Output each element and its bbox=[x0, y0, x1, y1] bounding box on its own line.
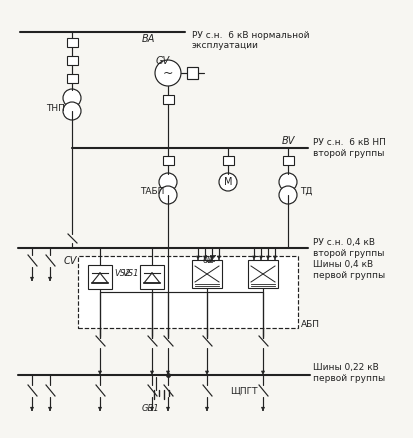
Text: ТД: ТД bbox=[300, 187, 313, 196]
Text: UZ: UZ bbox=[205, 255, 217, 264]
Text: Шины 0,22 кВ: Шины 0,22 кВ bbox=[313, 363, 379, 372]
Bar bbox=[67, 38, 78, 47]
Text: ~: ~ bbox=[163, 67, 173, 80]
Text: РУ с.н. 0,4 кВ: РУ с.н. 0,4 кВ bbox=[313, 238, 375, 247]
Circle shape bbox=[279, 186, 297, 204]
Text: первой группы: первой группы bbox=[313, 271, 385, 280]
Text: второй группы: второй группы bbox=[313, 249, 385, 258]
Text: Шины 0,4 кВ: Шины 0,4 кВ bbox=[313, 260, 373, 269]
Bar bbox=[163, 156, 174, 165]
Bar bbox=[67, 56, 78, 65]
Text: РУ с.н.  6 кВ нормальной: РУ с.н. 6 кВ нормальной bbox=[192, 31, 309, 40]
Text: второй группы: второй группы bbox=[313, 149, 385, 158]
Bar bbox=[223, 156, 234, 165]
Text: M: M bbox=[224, 177, 232, 187]
Bar bbox=[140, 265, 164, 289]
Bar bbox=[67, 74, 78, 83]
Circle shape bbox=[159, 173, 177, 191]
Circle shape bbox=[279, 173, 297, 191]
Text: ЩПГТ: ЩПГТ bbox=[230, 387, 257, 396]
Text: VS2: VS2 bbox=[114, 269, 131, 278]
Text: GV: GV bbox=[156, 56, 170, 66]
Text: ТНП: ТНП bbox=[46, 104, 65, 113]
Text: BA: BA bbox=[141, 34, 155, 44]
Circle shape bbox=[63, 89, 81, 107]
Bar bbox=[248, 260, 278, 288]
Text: первой группы: первой группы bbox=[313, 374, 385, 383]
Text: UZ: UZ bbox=[203, 256, 215, 265]
Bar bbox=[78, 256, 298, 328]
Bar bbox=[88, 265, 112, 289]
Text: АБП: АБП bbox=[301, 320, 320, 329]
Text: VS1: VS1 bbox=[122, 269, 138, 278]
Circle shape bbox=[63, 102, 81, 120]
Circle shape bbox=[155, 60, 181, 86]
Text: GB1: GB1 bbox=[142, 404, 160, 413]
Circle shape bbox=[159, 186, 177, 204]
Text: РУ с.н.  6 кВ НП: РУ с.н. 6 кВ НП bbox=[313, 138, 386, 147]
Text: CV: CV bbox=[64, 256, 77, 266]
Text: ТАБП: ТАБП bbox=[140, 187, 164, 196]
Text: эксплуатации: эксплуатации bbox=[192, 41, 259, 50]
Bar bbox=[163, 95, 174, 104]
Circle shape bbox=[219, 173, 237, 191]
Bar bbox=[187, 67, 198, 79]
Text: BV: BV bbox=[282, 136, 295, 146]
Bar bbox=[192, 260, 222, 288]
Bar bbox=[283, 156, 294, 165]
